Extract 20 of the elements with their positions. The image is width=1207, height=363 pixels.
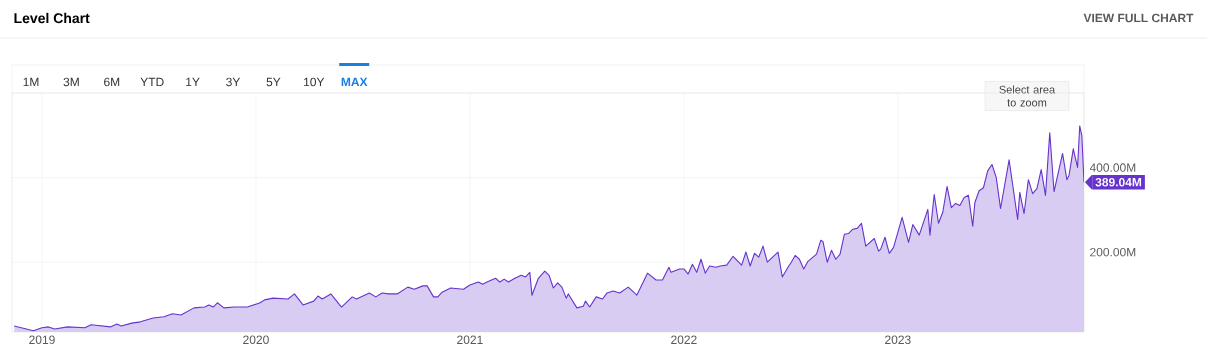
- x-tick-label: 2023: [885, 335, 911, 345]
- annotation: 389.04M: [1095, 177, 1142, 187]
- text: 3M: [63, 77, 79, 87]
- text: 10Y: [304, 77, 325, 87]
- chart-title: Level Chart: [14, 12, 90, 24]
- text: 3Y: [226, 77, 241, 87]
- x-tick-label: 2019: [29, 335, 55, 345]
- y-tick-label: 400.00M: [1089, 163, 1136, 172]
- text: 5Y: [266, 77, 281, 87]
- text: 6M: [104, 77, 120, 87]
- text: YTD: [140, 77, 164, 87]
- text: MAX: [341, 77, 368, 87]
- x-tick-label: 2021: [457, 335, 483, 345]
- x-tick-label: 2020: [243, 335, 269, 345]
- y-tick-label: 200.00M: [1090, 247, 1136, 257]
- text: VIEW FULL CHART: [1083, 13, 1194, 23]
- x-tick-label: 2022: [671, 335, 697, 345]
- text: 1M: [23, 77, 39, 87]
- text: 1Y: [186, 77, 200, 87]
- annotation: Select area to zoom: [999, 85, 1056, 107]
